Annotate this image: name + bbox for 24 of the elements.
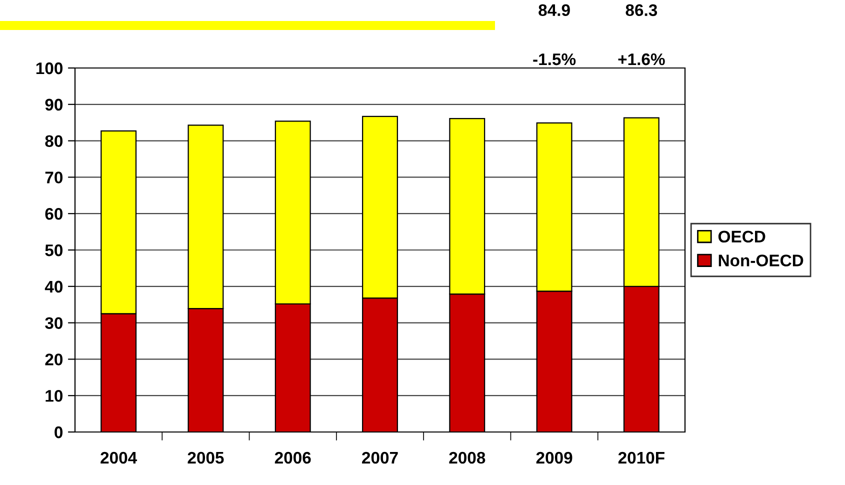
text: 84.9: [538, 4, 570, 16]
x-tick-label: 2008: [449, 452, 486, 464]
x-tick-label: 2010F: [618, 452, 664, 464]
text: +1.6%: [618, 53, 665, 66]
text: 86.3: [626, 4, 658, 16]
x-tick-label: 2006: [274, 452, 311, 464]
y-tick-label: 90: [45, 98, 63, 111]
legend-label: OECD: [718, 230, 766, 243]
y-tick-label: 50: [45, 244, 63, 256]
y-tick-label: 70: [45, 172, 63, 184]
y-tick-label: 10: [46, 390, 63, 402]
legend-label: Non-OECD: [718, 254, 804, 266]
y-tick-label: 60: [45, 208, 63, 220]
y-tick-label: 80: [45, 135, 63, 148]
y-tick-label: 20: [45, 354, 63, 366]
y-tick-label: 40: [44, 280, 63, 293]
y-tick-label: 100: [36, 62, 63, 74]
y-tick-label: 30: [45, 317, 63, 330]
x-tick-label: 2004: [100, 452, 138, 464]
x-tick-label: 2005: [188, 452, 224, 464]
y-tick-label: 0: [54, 426, 63, 438]
x-tick-label: 2007: [362, 452, 398, 464]
text: -1.5%: [533, 53, 576, 66]
x-tick-label: 2009: [536, 452, 572, 464]
